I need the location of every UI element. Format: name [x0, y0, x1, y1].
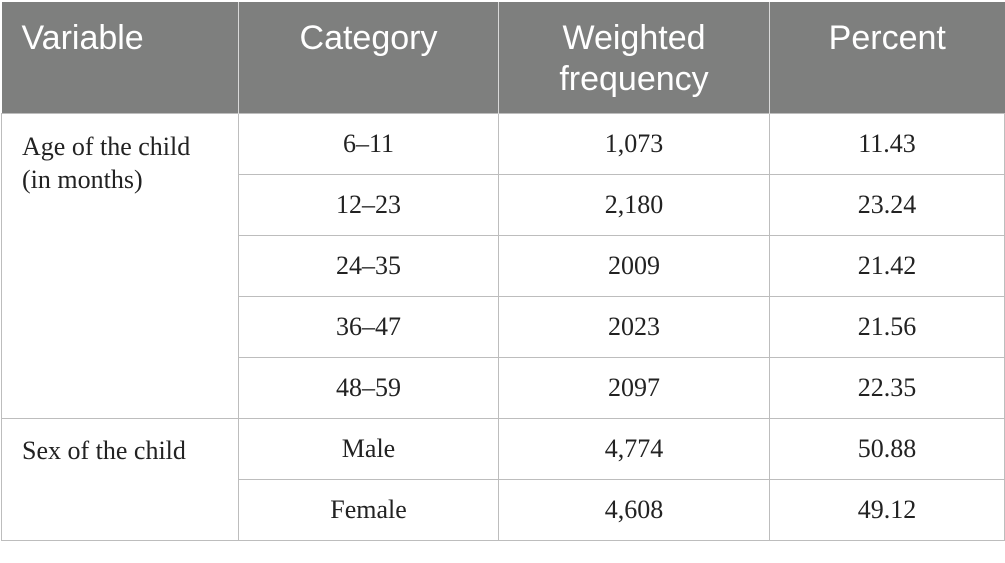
category-cell: 48–59	[238, 356, 499, 419]
header-row: Variable Category Weighted frequency Per…	[1, 2, 1005, 113]
table-body: Age of the child (in months) 6–11 1,073 …	[1, 112, 1005, 541]
category-cell: Male	[238, 417, 499, 480]
variable-label-line2: (in months)	[22, 164, 143, 194]
table-row: Sex of the child Male 4,774 50.88	[1, 417, 1005, 541]
weighted-frequency-cell: 4,608	[498, 478, 770, 541]
percent-cell: 49.12	[769, 478, 1005, 541]
percent-cell: 22.35	[769, 356, 1005, 419]
data-table: Variable Category Weighted frequency Per…	[1, 2, 1005, 541]
category-cell: Female	[238, 478, 499, 541]
weighted-frequency-cell: 2097	[498, 356, 770, 419]
percent-cell: 23.24	[769, 173, 1005, 236]
header-weighted-frequency: Weighted frequency	[498, 2, 770, 113]
category-cell: 6–11	[238, 112, 499, 175]
table-row: 12–23 2,180 23.24	[2, 173, 1005, 236]
variable-cell-sex: Sex of the child	[1, 417, 239, 541]
table-row: 48–59 2097 22.35	[2, 356, 1005, 419]
weighted-frequency-cell: 1,073	[498, 112, 770, 175]
weighted-frequency-cell: 2023	[498, 295, 770, 358]
percent-cell: 21.42	[769, 234, 1005, 297]
header-percent: Percent	[769, 2, 1005, 113]
percent-cell: 11.43	[769, 112, 1005, 175]
table-row: Female 4,608 49.12	[2, 478, 1005, 541]
header-weighted-frequency-line2: frequency	[559, 60, 709, 98]
variable-cell-age: Age of the child (in months)	[1, 112, 239, 419]
table-row: Age of the child (in months) 6–11 1,073 …	[1, 112, 1005, 419]
header-category: Category	[238, 2, 499, 113]
category-cell: 24–35	[238, 234, 499, 297]
variable-label-line1: Sex of the child	[22, 435, 186, 465]
header-weighted-frequency-line1: Weighted	[562, 19, 706, 57]
weighted-frequency-cell: 4,774	[498, 417, 770, 480]
variable-label-line1: Age of the child	[22, 131, 191, 161]
weighted-frequency-cell: 2,180	[498, 173, 770, 236]
category-cell: 36–47	[238, 295, 499, 358]
weighted-frequency-cell: 2009	[498, 234, 770, 297]
header-variable: Variable	[1, 2, 239, 113]
percent-cell: 21.56	[769, 295, 1005, 358]
category-cell: 12–23	[238, 173, 499, 236]
table-header: Variable Category Weighted frequency Per…	[1, 2, 1005, 113]
percent-cell: 50.88	[769, 417, 1005, 480]
